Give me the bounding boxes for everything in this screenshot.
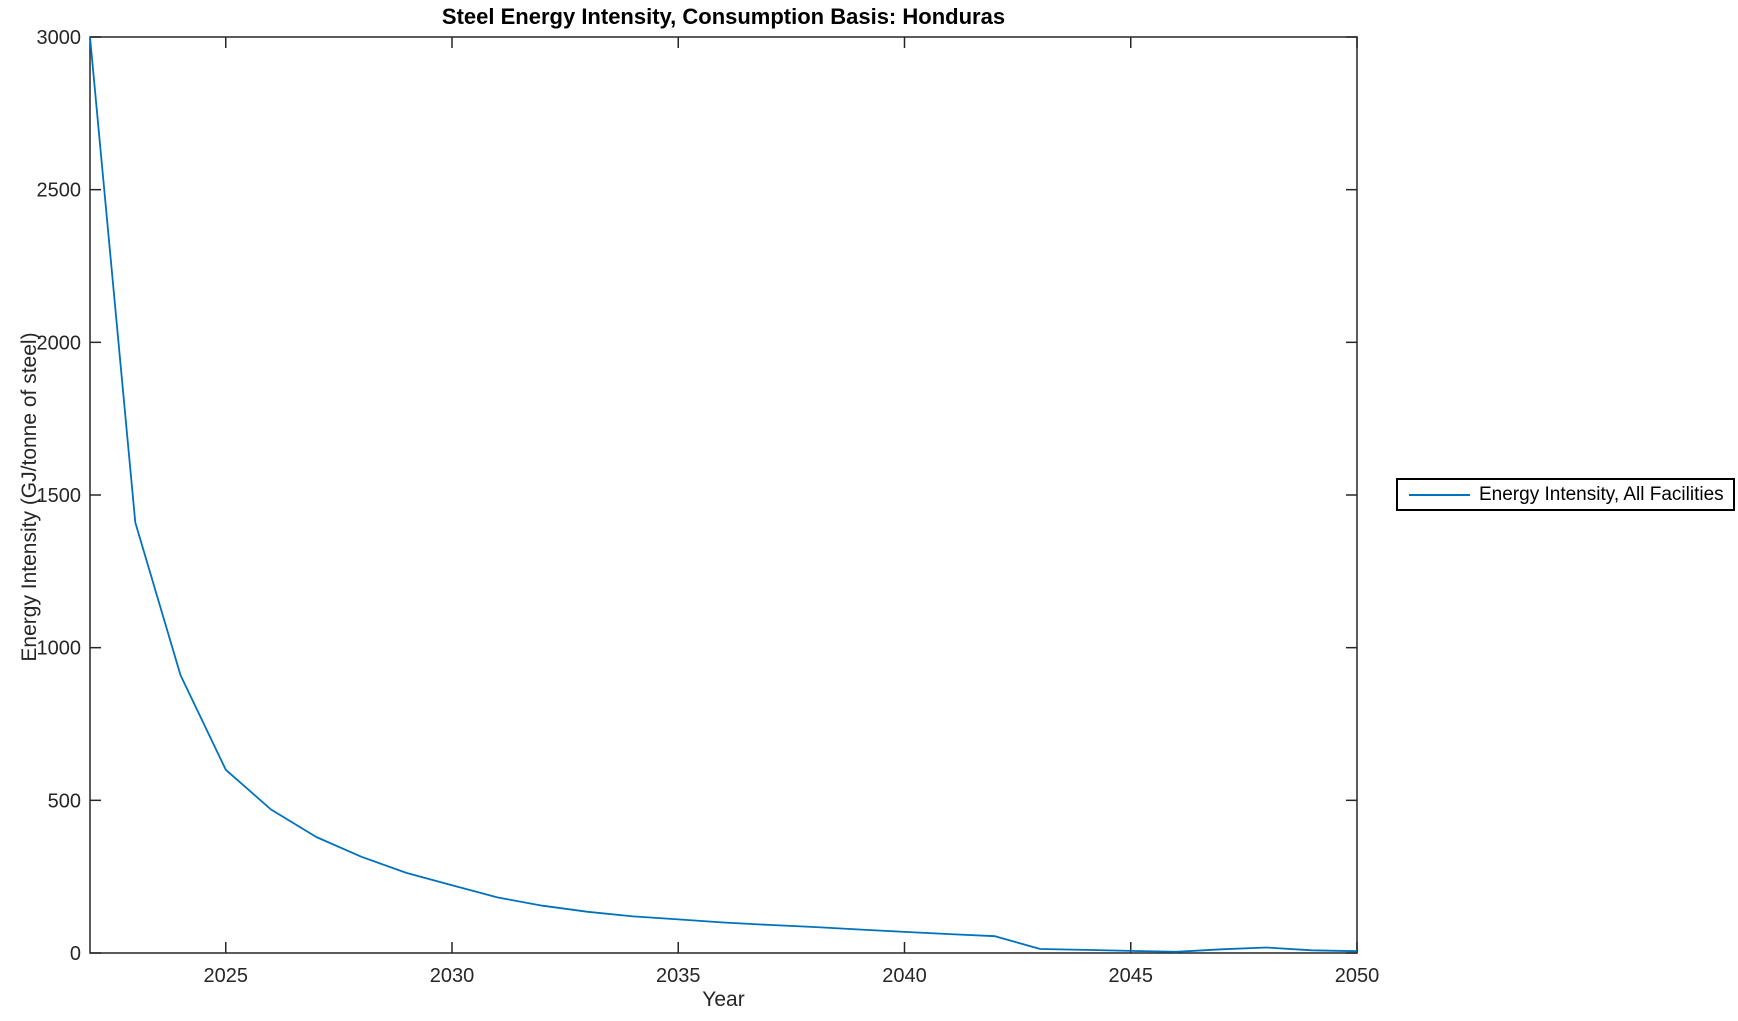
x-axis-label: Year [702,988,745,1011]
legend-entry-label: Energy Intensity, All Facilities [1479,483,1724,505]
x-tick-label: 2035 [656,965,701,987]
x-tick-label: 2050 [1335,965,1380,987]
chart-title: Steel Energy Intensity, Consumption Basi… [441,4,1006,29]
y-tick-label: 500 [48,790,81,812]
y-tick-label: 1000 [37,638,82,660]
y-tick-label: 2500 [37,180,82,202]
y-tick-label: 2000 [37,332,82,354]
series-line [89,36,1358,953]
legend-line-sample [1409,493,1470,496]
x-tick-label: 2040 [882,965,927,987]
x-tick-label: 2045 [1109,965,1154,987]
legend: Energy Intensity, All Facilities [1396,478,1735,511]
y-tick-label: 1500 [37,485,82,507]
x-tick-label: 2030 [430,965,475,987]
y-axis-label: Energy Intensity (GJ/tonne of steel) [18,332,41,662]
y-tick-label: 3000 [37,27,82,49]
y-tick-label: 0 [70,943,81,965]
x-tick-label: 2025 [204,965,249,987]
